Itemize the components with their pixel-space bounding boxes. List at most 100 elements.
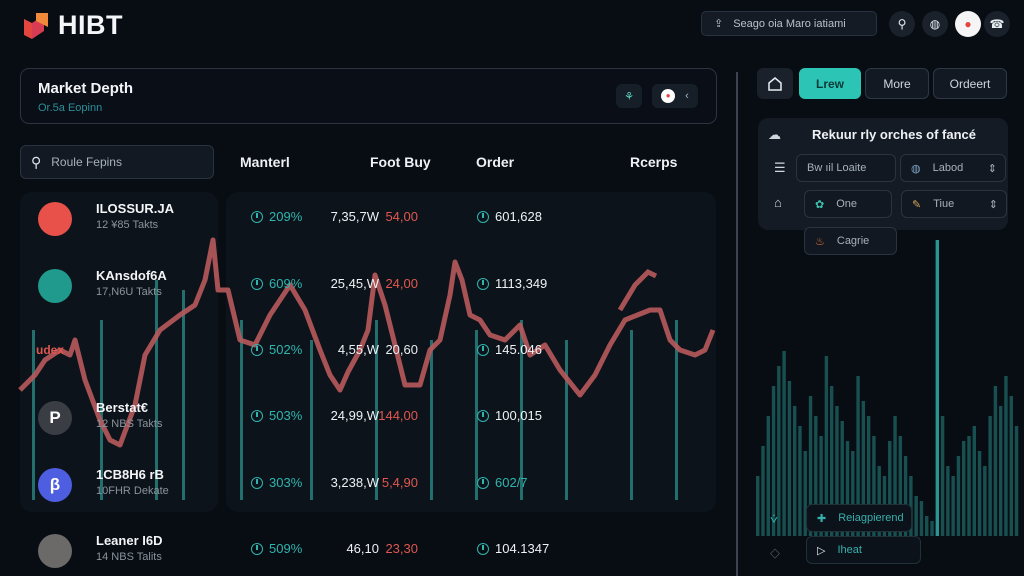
home-icon [768, 76, 782, 91]
register-button-label: Reiagpierend [838, 512, 904, 524]
bank-icon[interactable]: ⌂ [774, 195, 782, 210]
tab-ordeert[interactable]: Ordeert [933, 68, 1007, 99]
filter-option-one[interactable]: ✿ One [804, 190, 892, 218]
depth-bar [935, 240, 940, 536]
avatar-icon: ● [964, 17, 972, 31]
phone-button[interactable]: ☎ [984, 11, 1010, 37]
home-button[interactable] [757, 68, 793, 99]
recps-value: 4,55,W [337, 342, 379, 357]
depth-bar [888, 441, 892, 536]
panel-divider[interactable] [736, 72, 738, 576]
asset-name: Leaner I6D [96, 533, 163, 548]
asset-search-input[interactable]: ⚲ Roule Fepins [20, 145, 214, 179]
logo-mark-icon [22, 11, 50, 41]
foot-buy-price: 5,4,90 [381, 475, 418, 490]
shield-icon[interactable]: ⩒ [770, 511, 778, 526]
foot-buy-price: 23,30 [385, 541, 418, 556]
diamond-icon[interactable]: ◇ [770, 545, 780, 560]
record-toggle[interactable]: ● ‹ [652, 84, 698, 108]
filter-select-label-value: Labod [932, 162, 964, 174]
filter-select-label[interactable]: ◍ Labod ⇕ [900, 154, 1006, 182]
chart-tool-button[interactable]: ⚘ [616, 84, 642, 108]
depth-bar [1014, 426, 1019, 536]
asset-name: ILOSSUR.JA [96, 201, 175, 216]
depth-bar [792, 406, 797, 536]
column-header-market[interactable]: Manterl [240, 154, 290, 170]
brand-logo[interactable]: HIBT [22, 10, 123, 41]
user-avatar-button[interactable]: ● [955, 11, 981, 37]
register-button[interactable]: ✚ Reiagpierend [806, 504, 912, 532]
asset-search-placeholder: Roule Fepins [51, 155, 122, 169]
depth-bar [835, 406, 839, 536]
market-percent-value: 509% [269, 541, 303, 556]
asset-avatar-icon [38, 269, 72, 303]
depth-bar [983, 466, 987, 536]
foot-buy-price: 20,60 [385, 342, 418, 357]
market-percent-value: 303% [269, 475, 303, 490]
order-value: 145.046 [477, 342, 542, 357]
share-icon: ⇪ [714, 18, 724, 30]
recps-value: 46,10 [346, 541, 379, 556]
clock-icon [251, 542, 263, 555]
gamepad-icon: ✚ [817, 512, 827, 525]
filter-option-cagrie[interactable]: ♨ Cagrie [804, 227, 897, 255]
order-value-text: 602/7 [495, 475, 528, 490]
column-header-foot-buy[interactable]: Foot Buy [370, 154, 431, 170]
depth-bar [988, 416, 992, 536]
market-percent: 503% [251, 408, 302, 423]
table-row[interactable]: 502% 20,60 145.046 4,55,W [0, 330, 720, 374]
depth-bar [814, 416, 818, 536]
table-row[interactable]: β 1CB8H6 rB 10FHR Dekate 303% 5,4,90 602/7 3,2… [0, 463, 720, 507]
depth-bar [977, 451, 982, 536]
brand-name: HIBT [58, 10, 123, 40]
avatar-glyph: β [49, 475, 61, 494]
depth-bar [998, 406, 1003, 536]
depth-bar [851, 451, 855, 536]
table-row[interactable]: ILOSSUR.JA 12 ¥85 Takts 209% 54,00 601,628 7,… [0, 197, 720, 241]
avatar-glyph: P [49, 408, 61, 427]
depth-bar [840, 421, 844, 536]
filter-field-logic[interactable]: Bw ıil Loaite [796, 154, 896, 182]
table-row[interactable]: KAnsdof6A 17,N6U Takts 609% 24,00 1113,349 25… [0, 264, 720, 308]
order-value-text: 145.046 [495, 342, 542, 357]
search-icon: ⚲ [31, 153, 42, 170]
filter-option-cagrie-label: Cagrie [836, 235, 870, 247]
sliders-icon[interactable]: ☰ [774, 160, 786, 175]
filter-field-logic-label: Bw ıil Loaite [807, 162, 867, 174]
heat-button[interactable]: ▷ Iheat [806, 536, 921, 564]
recps-value: 24,99,W [330, 408, 379, 423]
depth-bar [914, 496, 918, 536]
order-value: 104.1347 [477, 541, 549, 556]
market-percent: 209% [251, 209, 302, 224]
column-header-order[interactable]: Order [476, 154, 515, 170]
tab-more[interactable]: More [865, 68, 929, 99]
globe-icon: ◍ [911, 162, 921, 175]
market-depth-title: Market Depth [38, 80, 134, 97]
table-row[interactable]: P Berstat€ 12 NBS Takts 503% 144,00 100,015 24… [0, 396, 720, 440]
order-value-text: 100,015 [495, 408, 542, 423]
asset-name: 1CB8H6 rB [96, 467, 164, 482]
table-row[interactable]: Leaner I6D 14 NBS Talits 509% 23,30 104.1347… [0, 529, 720, 573]
market-percent-value: 502% [269, 342, 303, 357]
play-icon: ▷ [817, 544, 826, 557]
global-search-input[interactable]: ⇪ Seago oia Maro iatiami [701, 11, 877, 36]
globe-button[interactable]: ◍ [922, 11, 948, 37]
order-value: 100,015 [477, 408, 542, 423]
search-button[interactable]: ⚲ [889, 11, 915, 37]
recps-value: 3,238,W [330, 475, 379, 490]
depth-bar [845, 441, 850, 536]
depth-bar [777, 366, 781, 536]
depth-bar [903, 456, 908, 536]
clock-icon [477, 409, 489, 422]
filter-select-true[interactable]: ✎ Tiue ⇕ [901, 190, 1007, 218]
depth-bar [972, 426, 976, 536]
depth-bar [766, 416, 770, 536]
depth-bar [756, 476, 760, 536]
depth-bar [919, 501, 924, 536]
depth-bar [861, 401, 866, 536]
column-header-recps[interactable]: Rcerps [630, 154, 678, 170]
depth-bar [962, 441, 966, 536]
record-icon: ● [661, 89, 676, 103]
search-placeholder: Seago oia Maro iatiami [733, 17, 846, 30]
tab-lrew[interactable]: Lrew [799, 68, 861, 99]
